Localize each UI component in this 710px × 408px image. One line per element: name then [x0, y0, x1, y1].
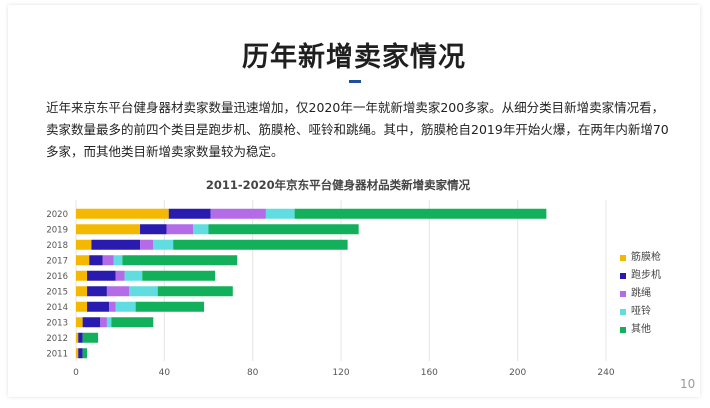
x-tick-label: 200: [509, 368, 526, 378]
bar-segment: [115, 270, 125, 281]
bar-segment: [87, 301, 110, 312]
legend-swatch: [620, 309, 626, 315]
y-tick-label: 2014: [46, 303, 68, 313]
y-tick-label: 2012: [46, 334, 68, 344]
x-tick-label: 160: [421, 368, 438, 378]
legend-label: 哑铃: [631, 306, 651, 317]
bar-segment: [76, 301, 88, 312]
bar-segment: [102, 255, 114, 266]
legend-label: 跳绳: [631, 288, 651, 299]
bar-segment: [294, 208, 547, 219]
y-tick-label: 2020: [46, 210, 68, 220]
legend-item: 哑铃: [620, 303, 661, 321]
y-tick-label: 2013: [46, 318, 68, 328]
legend-swatch: [620, 273, 626, 279]
bar-segment: [76, 270, 88, 281]
bar-segment: [157, 286, 233, 297]
bar-segment: [87, 270, 116, 281]
x-tick-label: 120: [332, 368, 349, 378]
title-underline: [349, 80, 361, 83]
chart-title: 2011-2020年京东平台健身器材品类新增卖家情况: [205, 178, 471, 192]
bar-segment: [78, 332, 83, 343]
bar-segment: [82, 332, 99, 343]
x-tick-label: 0: [73, 368, 79, 378]
legend-item: 其他: [620, 321, 661, 339]
bar-segment: [129, 286, 158, 297]
bar-segment: [113, 255, 123, 266]
bar-segment: [76, 348, 79, 359]
x-tick-label: 40: [159, 368, 171, 378]
x-tick-label: 240: [597, 368, 614, 378]
bar-segment: [111, 317, 154, 328]
bar-segment: [140, 224, 167, 235]
bar-segment: [140, 239, 154, 250]
stacked-bar-chart: 0 40 80 120 160 200 240 2020 2019 2018 2017 2016 201…: [46, 200, 615, 378]
bar-segment: [76, 317, 83, 328]
bar-segment: [210, 208, 266, 219]
legend-label: 筋膜枪: [631, 252, 661, 263]
bar-segment: [78, 348, 83, 359]
bar-segment: [106, 317, 112, 328]
bar-segment: [122, 255, 238, 266]
bar-segment: [166, 224, 194, 235]
bar-segment: [106, 286, 129, 297]
y-tick-label: 2018: [46, 241, 68, 251]
slide-title: 历年新增卖家情况: [242, 42, 466, 73]
bar-segment: [76, 286, 88, 297]
legend-swatch: [620, 291, 626, 297]
bar-segment: [168, 208, 211, 219]
bar-segment: [173, 239, 348, 250]
legend-label: 跑步机: [631, 270, 661, 281]
bar-segment: [153, 239, 174, 250]
legend-item: 跳绳: [620, 285, 661, 303]
legend-swatch: [620, 327, 626, 333]
bar-segment: [82, 317, 101, 328]
bar-segment: [265, 208, 295, 219]
bar-segment: [82, 348, 88, 359]
y-tick-label: 2019: [46, 225, 68, 235]
legend-swatch: [620, 255, 626, 261]
bar-segment: [193, 224, 209, 235]
y-tick-label: 2017: [46, 256, 68, 266]
bar-segment: [87, 286, 107, 297]
bar-segment: [76, 224, 141, 235]
chart-legend: 筋膜枪跑步机跳绳哑铃其他: [620, 249, 661, 339]
bar-segment: [76, 255, 90, 266]
page-number: 10: [680, 377, 696, 391]
bar-segment: [115, 301, 136, 312]
bar-segment: [76, 239, 92, 250]
bar-segment: [135, 301, 205, 312]
bar-segment: [91, 239, 141, 250]
slide: 历年新增卖家情况 近年来京东平台健身器材卖家数量迅速增加，仅2020年一年就新增…: [8, 5, 700, 397]
bar-segment: [142, 270, 216, 281]
bar-segment: [208, 224, 359, 235]
y-tick-label: 2011: [46, 349, 68, 359]
legend-item: 跑步机: [620, 267, 661, 285]
legend-label: 其他: [631, 324, 651, 335]
bar-segment: [109, 301, 116, 312]
y-tick-label: 2016: [46, 272, 68, 282]
x-tick-label: 80: [247, 368, 259, 378]
y-tick-label: 2015: [46, 287, 68, 297]
bar-segment: [76, 208, 169, 219]
bar-segment: [100, 317, 107, 328]
bar-segment: [89, 255, 103, 266]
bar-segment: [76, 332, 79, 343]
legend-item: 筋膜枪: [620, 249, 661, 267]
intro-paragraph: 近年来京东平台健身器材卖家数量迅速增加，仅2020年一年就新增卖家200多家。从…: [46, 100, 669, 159]
bar-segment: [124, 270, 143, 281]
